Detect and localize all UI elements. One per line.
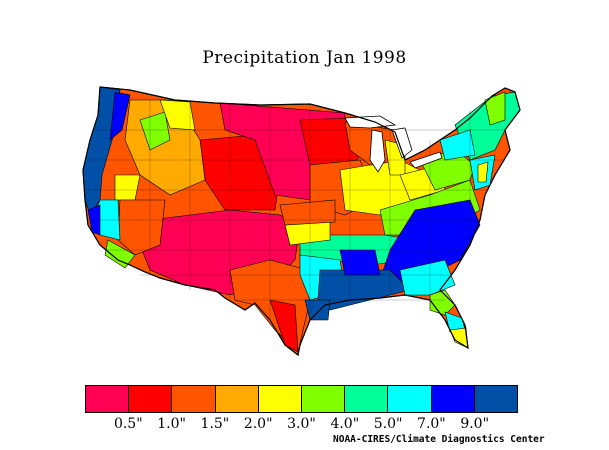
lake-michigan bbox=[369, 129, 386, 173]
legend-swatch-2 bbox=[129, 386, 173, 412]
legend-swatch-7 bbox=[345, 386, 389, 412]
legend-label: 0.5" bbox=[113, 416, 143, 432]
legend-swatch-1 bbox=[86, 386, 130, 412]
legend-swatch-5 bbox=[258, 386, 303, 412]
region-new-england-green bbox=[484, 91, 506, 126]
legend-swatch-4 bbox=[215, 386, 259, 412]
credit-text: NOAA-CIRES/Climate Diagnostics Center bbox=[333, 434, 545, 445]
map-title: Precipitation Jan 1998 bbox=[202, 48, 407, 68]
legend-swatch-8 bbox=[388, 386, 432, 412]
lake-superior bbox=[344, 115, 397, 129]
legend-label: 3.0" bbox=[287, 416, 316, 432]
region-kansas-orange bbox=[279, 199, 336, 226]
color-legend bbox=[85, 385, 518, 413]
legend-label: 5.0" bbox=[373, 416, 403, 432]
lake-erie bbox=[409, 151, 443, 169]
legend-label: 1.5" bbox=[200, 416, 230, 432]
region-mississippi-blue bbox=[339, 249, 381, 276]
legend-label: 9.0" bbox=[460, 416, 490, 432]
legend-swatch-3 bbox=[172, 386, 216, 412]
legend-label: 1.0" bbox=[157, 416, 186, 432]
legend-labels: 0.5" 1.0" 1.5" 2.0" 3.0" 4.0" 5.0" 7.0" 9.0" bbox=[0, 416, 609, 434]
us-border bbox=[82, 86, 521, 357]
legend-swatch-9 bbox=[431, 386, 475, 412]
legend-label: 2.0" bbox=[243, 416, 273, 432]
division-grid bbox=[84, 100, 505, 320]
region-georgia-cyan bbox=[399, 259, 456, 296]
region-idaho-green bbox=[139, 111, 171, 151]
legend-label: 7.0" bbox=[417, 416, 446, 432]
lake-huron bbox=[391, 127, 413, 159]
region-ny-cyan bbox=[439, 129, 476, 161]
region-nj-yellow bbox=[477, 161, 489, 183]
legend-swatch-10 bbox=[474, 386, 518, 412]
legend-label: 4.0" bbox=[330, 416, 360, 432]
legend-swatch-6 bbox=[302, 386, 346, 412]
